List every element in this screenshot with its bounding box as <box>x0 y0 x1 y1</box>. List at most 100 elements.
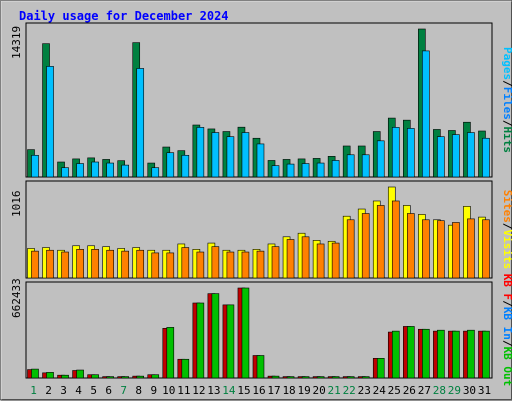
sites-bar <box>226 251 235 279</box>
sites-bar <box>76 249 84 279</box>
pages-bar <box>331 160 340 178</box>
day-label: 7 <box>120 384 127 397</box>
legend-kbytes-part: / <box>501 340 512 347</box>
day-label: 30 <box>463 384 476 397</box>
kb-out-bar <box>361 376 370 379</box>
pages-bar <box>106 162 114 178</box>
day-label: 27 <box>418 384 431 397</box>
kb-out-bar <box>181 358 190 379</box>
legend-kbytes: KB F/KB In/KB Out <box>501 274 512 387</box>
sites-bar <box>316 243 325 279</box>
sites-bar <box>271 246 280 279</box>
legend-visits-part: Visits <box>501 230 512 270</box>
sites-bar <box>482 219 490 279</box>
sites-bar <box>286 239 295 279</box>
y-max-label-1: 14319 <box>10 26 23 59</box>
day-label: 18 <box>282 384 295 397</box>
kb-out-bar <box>391 330 400 379</box>
kb-out-bar <box>482 330 490 379</box>
day-label: 5 <box>90 384 97 397</box>
pages-bar <box>181 154 190 178</box>
y-max-label-2: 1016 <box>10 191 23 218</box>
kb-out-bar <box>256 355 265 379</box>
pages-bar <box>437 136 445 178</box>
sites-bar <box>61 251 69 279</box>
pages-bar <box>121 164 129 178</box>
day-label: 21 <box>328 384 341 397</box>
kb-out-bar <box>316 376 325 379</box>
day-label: 31 <box>478 384 491 397</box>
pages-bar <box>136 68 145 178</box>
kb-out-bar <box>76 369 84 379</box>
kb-out-bar <box>106 376 114 379</box>
day-label: 12 <box>192 384 205 397</box>
legend-hits-part: Hits <box>501 127 512 154</box>
pages-bar <box>407 128 415 178</box>
pages-bar <box>301 163 310 178</box>
kb-out-bar <box>286 376 295 379</box>
day-label: 24 <box>373 384 387 397</box>
day-label: 8 <box>135 384 142 397</box>
sites-bar <box>196 251 205 279</box>
kb-out-bar <box>61 374 69 379</box>
day-label: 4 <box>75 384 82 397</box>
pages-bar <box>91 161 99 178</box>
day-label: 20 <box>313 384 326 397</box>
sites-bar <box>437 220 445 279</box>
legend-kbytes-part: KB In <box>501 307 512 340</box>
sites-bar <box>211 246 220 279</box>
sites-bar <box>301 236 310 279</box>
kb-out-bar <box>211 293 220 379</box>
kb-out-bar <box>331 376 340 379</box>
day-label: 29 <box>448 384 461 397</box>
kb-out-bar <box>407 326 415 379</box>
day-label: 28 <box>433 384 446 397</box>
pages-bar <box>151 167 160 178</box>
day-label: 9 <box>150 384 157 397</box>
sites-bar <box>467 218 475 279</box>
pages-bar <box>61 167 69 178</box>
day-label: 15 <box>237 384 250 397</box>
day-label: 10 <box>162 384 175 397</box>
kb-out-bar <box>136 375 145 379</box>
kb-out-bar <box>91 374 99 379</box>
kb-out-bar <box>301 376 310 379</box>
legend-kbytes-part: KB Out <box>501 347 512 387</box>
legend-hits-part: Files <box>501 87 512 120</box>
sites-bar <box>121 250 129 279</box>
sites-bar <box>241 251 250 279</box>
pages-bar <box>31 154 39 178</box>
sites-bar <box>181 247 190 279</box>
pages-bar <box>166 152 175 178</box>
kb-out-bar <box>226 304 235 379</box>
sites-bar <box>256 250 265 279</box>
kb-out-bar <box>467 329 475 379</box>
day-label: 1 <box>30 384 37 397</box>
pages-bar <box>361 154 370 178</box>
sites-bar <box>422 219 430 279</box>
kb-out-bar <box>346 376 355 379</box>
day-label: 26 <box>403 384 416 397</box>
pages-bar <box>422 50 430 178</box>
sites-bar <box>376 205 385 279</box>
pages-bar <box>241 132 250 178</box>
pages-bar <box>316 162 325 178</box>
kb-out-bar <box>31 368 39 379</box>
day-label: 16 <box>252 384 265 397</box>
pages-bar <box>467 132 475 178</box>
sites-bar <box>31 250 39 279</box>
pages-bar <box>346 154 355 178</box>
legend-hits: Pages/Files/Hits <box>501 47 512 153</box>
day-label: 2 <box>45 384 52 397</box>
legend-kbytes-part: / <box>501 300 512 307</box>
day-label: 3 <box>60 384 67 397</box>
sites-bar <box>331 242 340 279</box>
day-label: 11 <box>177 384 190 397</box>
pages-bar <box>452 134 460 178</box>
sites-bar <box>151 252 160 279</box>
day-label: 23 <box>358 384 371 397</box>
sites-bar <box>106 249 114 279</box>
sites-bar <box>136 249 145 279</box>
